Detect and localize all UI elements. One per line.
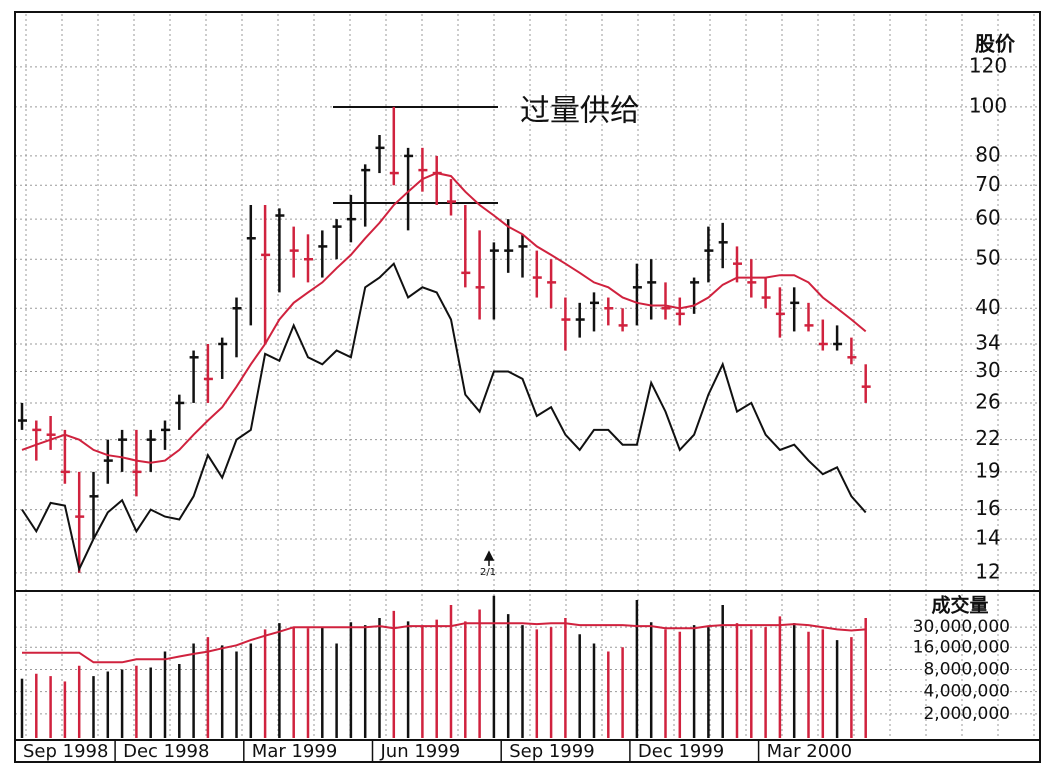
y-tick-label: 80	[975, 142, 1000, 166]
marks	[18, 106, 871, 738]
moving-average-line	[21, 172, 867, 464]
y-tick-label: 50	[975, 246, 1000, 270]
y-tick-label: 40	[975, 295, 1000, 319]
y2-tick-label: 4,000,000	[923, 682, 1010, 702]
volume-axis-title: 成交量	[931, 594, 988, 617]
event-arrow	[483, 550, 495, 566]
y2-tick-label: 16,000,000	[913, 637, 1010, 657]
y-tick-label: 70	[975, 172, 1000, 196]
y-tick-label: 16	[975, 496, 1000, 520]
grid	[15, 14, 1040, 738]
y-tick-label: 22	[975, 426, 1000, 450]
relative-strength-line	[21, 261, 867, 573]
annotation: 过量供给	[520, 94, 640, 129]
y-tick-label: 30	[975, 358, 1000, 382]
y-tick-label: 12	[975, 559, 1000, 583]
y-tick-label: 100	[969, 93, 1007, 117]
y-tick-label: 120	[969, 53, 1007, 77]
y-tick-label: 19	[975, 458, 1000, 482]
event-label: 2/1	[480, 567, 496, 578]
y2-tick-label: 2,000,000	[923, 704, 1010, 724]
y-tick-label: 26	[975, 389, 1000, 413]
x-tick-label: Mar 1999	[252, 741, 337, 762]
y-tick-label: 34	[975, 330, 1000, 354]
x-tick-label: Dec 1999	[638, 741, 724, 762]
frame	[14, 11, 1041, 763]
price-axis-title: 股价	[975, 32, 1016, 56]
y-tick-label: 60	[975, 206, 1000, 230]
x-tick-label: Mar 2000	[767, 741, 853, 762]
volume-average-line	[22, 622, 866, 664]
y-tick-label: 14	[975, 525, 1000, 549]
y2-tick-label: 30,000,000	[913, 617, 1010, 637]
x-tick-label: Sep 1998	[23, 741, 108, 762]
x-tick-label: Sep 1999	[509, 741, 594, 762]
x-tick-label: Jun 1999	[380, 741, 461, 762]
y2-tick-label: 8,000,000	[923, 659, 1010, 679]
x-tick-label: Dec 1998	[123, 741, 209, 762]
